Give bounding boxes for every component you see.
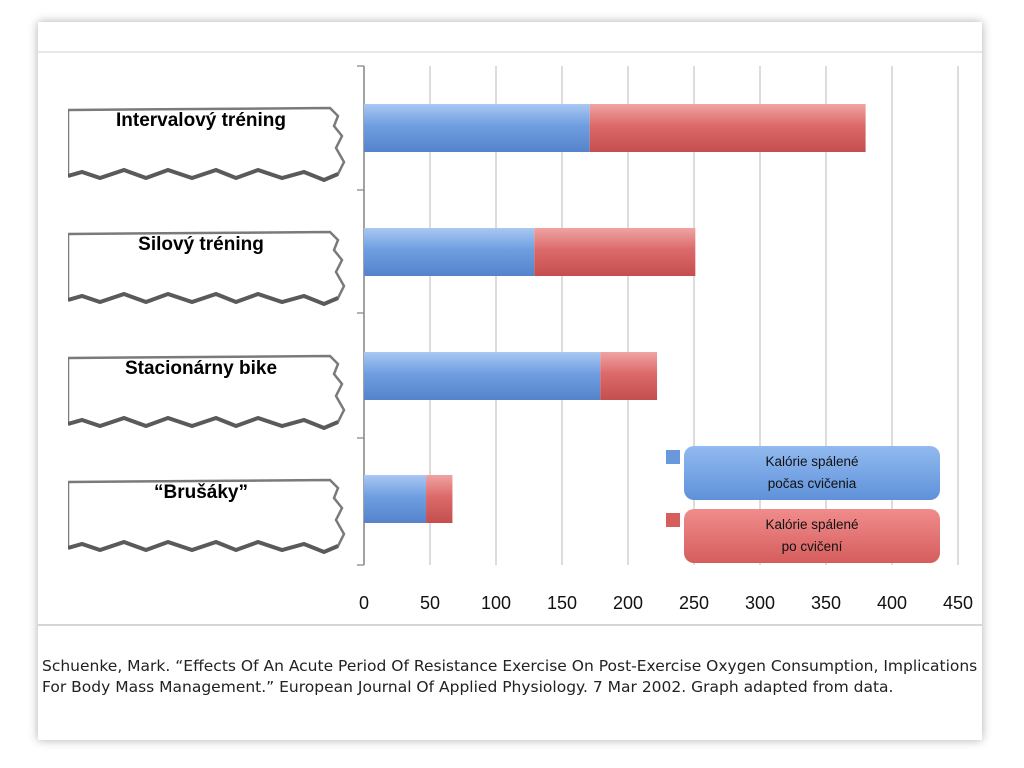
x-tick-label: 400 [877, 593, 907, 613]
legend-label: Kalórie spálené počas cvičenia [684, 446, 940, 500]
x-tick-label: 250 [679, 593, 709, 613]
bar-during-exercise [364, 104, 590, 152]
category-label-text: “Brušáky” [154, 482, 248, 503]
bar-after-exercise [426, 475, 453, 523]
legend-swatch [666, 450, 680, 464]
torn-paper-shape [68, 106, 346, 183]
legend-swatch [666, 513, 680, 527]
category-label: Stacionárny bike [68, 352, 348, 432]
category-label: Silový tréning [68, 228, 348, 308]
x-tick-label: 150 [547, 593, 577, 613]
category-label-text: Silový tréning [138, 234, 264, 255]
category-label: Intervalový tréning [68, 104, 348, 184]
x-tick-label: 0 [359, 593, 369, 613]
category-label-text: Intervalový tréning [116, 110, 286, 131]
x-tick-label: 200 [613, 593, 643, 613]
x-tick-label: 100 [481, 593, 511, 613]
citation-text: Schuenke, Mark. “Effects Of An Acute Per… [42, 657, 978, 696]
bar-during-exercise [364, 352, 601, 400]
torn-paper-shape [68, 478, 346, 555]
legend-label: Kalórie spálené po cvičení [684, 509, 940, 563]
torn-paper-shape [68, 230, 346, 307]
category-label-text: Stacionárny bike [124, 358, 278, 379]
x-tick-label: 50 [420, 593, 440, 613]
bar-during-exercise [364, 228, 535, 276]
bar-after-exercise [600, 352, 658, 400]
x-tick-label: 300 [745, 593, 775, 613]
torn-paper-shape [68, 354, 346, 431]
bar-after-exercise [534, 228, 696, 276]
bar-after-exercise [589, 104, 866, 152]
bar-during-exercise [364, 475, 427, 523]
x-tick-label: 350 [811, 593, 841, 613]
x-tick-label: 450 [943, 593, 973, 613]
category-label: “Brušáky” [68, 476, 348, 556]
